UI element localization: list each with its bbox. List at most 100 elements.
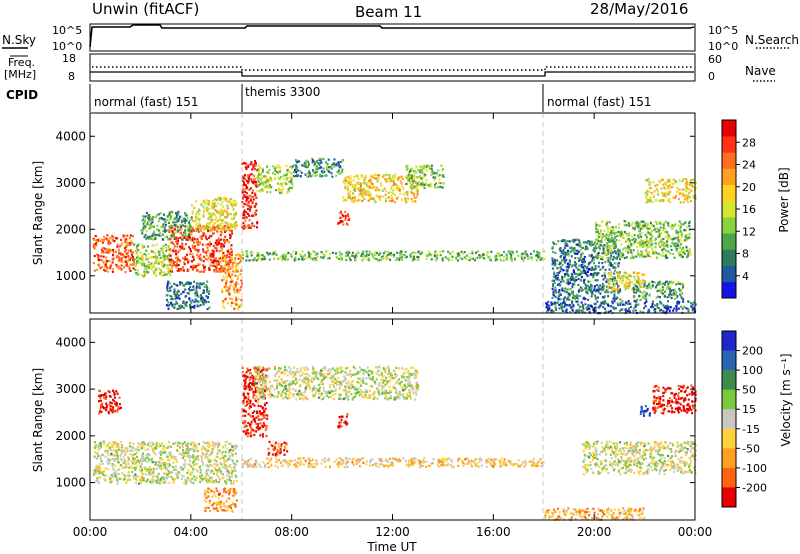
data-cell [613, 272, 616, 275]
data-cell [225, 261, 228, 265]
data-cell [202, 248, 205, 251]
data-cell [190, 233, 193, 236]
data-cell [360, 254, 363, 257]
data-cell [618, 288, 621, 291]
data-cell [320, 161, 323, 164]
data-cell [625, 276, 628, 279]
data-cell [633, 283, 636, 286]
data-cell [641, 231, 644, 235]
data-cell [116, 243, 119, 246]
data-cell [295, 171, 298, 174]
data-cell [559, 266, 562, 269]
data-cell [162, 256, 165, 259]
data-cell [204, 224, 207, 227]
data-cell [192, 220, 195, 223]
data-cell [385, 258, 388, 261]
data-cell [251, 214, 254, 217]
data-cell [675, 291, 678, 294]
data-cell [633, 275, 636, 278]
data-cell [579, 295, 582, 298]
data-cell [196, 242, 199, 245]
data-cell [164, 258, 166, 261]
data-cell [612, 251, 615, 254]
data-cell [471, 252, 474, 255]
data-cell [551, 247, 554, 250]
data-cell [570, 278, 573, 281]
data-cell [173, 288, 176, 291]
data-cell [451, 259, 454, 262]
data-cell [246, 180, 249, 183]
data-cell [677, 244, 680, 247]
data-cell [236, 288, 239, 291]
data-cell [371, 185, 374, 188]
data-cell [684, 234, 687, 237]
data-cell [218, 225, 220, 228]
data-cell [612, 229, 615, 232]
data-cell [222, 244, 225, 247]
data-cell [675, 180, 678, 183]
data-cell [577, 257, 580, 260]
data-cell [145, 270, 148, 273]
data-cell [671, 282, 674, 285]
data-cell [477, 250, 480, 253]
data-cell [138, 261, 141, 264]
data-cell [150, 250, 153, 253]
data-cell [590, 287, 593, 290]
data-cell [313, 257, 316, 260]
data-cell [242, 214, 244, 217]
data-cell [166, 264, 169, 267]
data-cell [282, 187, 285, 190]
data-cell [547, 300, 550, 303]
data-cell [183, 236, 186, 239]
data-cell [379, 198, 382, 201]
data-cell [607, 295, 610, 298]
data-cell [633, 300, 636, 303]
data-cell [245, 211, 248, 214]
data-cell [127, 265, 130, 268]
data-cell [163, 254, 166, 257]
data-cell [206, 280, 209, 283]
data-cell [571, 246, 573, 249]
data-cell [219, 218, 222, 221]
data-cell [235, 270, 238, 273]
data-cell [154, 266, 157, 269]
data-cell [605, 289, 608, 292]
data-cell [678, 287, 681, 290]
data-cell [614, 289, 617, 292]
data-cell [179, 223, 182, 227]
data-cell [315, 167, 318, 170]
data-cell [691, 309, 694, 312]
data-cell [177, 211, 180, 214]
data-cell [405, 255, 408, 258]
data-cell [218, 196, 221, 199]
data-cell [235, 281, 238, 284]
data-cell [187, 229, 190, 233]
data-cell [619, 290, 622, 293]
data-cell [599, 224, 602, 227]
data-cell [621, 252, 624, 255]
data-cell [629, 275, 632, 278]
data-cell [408, 175, 411, 178]
data-cell [637, 278, 640, 281]
data-cell [204, 268, 207, 271]
data-cell [668, 293, 670, 296]
data-cell [202, 303, 205, 306]
data-cell [552, 276, 555, 279]
data-cell [665, 244, 668, 247]
data-cell [132, 474, 135, 477]
data-cell [313, 251, 316, 254]
data-cell [223, 256, 226, 259]
data-cell [250, 178, 253, 181]
data-cell [413, 194, 415, 197]
data-cell [215, 244, 218, 247]
data-cell [144, 467, 147, 470]
data-cell [212, 199, 215, 202]
data-cell [234, 448, 237, 451]
data-cell [225, 289, 228, 292]
data-cell [222, 275, 225, 278]
data-cell [181, 245, 184, 248]
data-cell [294, 159, 297, 162]
data-cell [604, 235, 607, 238]
data-cell [631, 252, 634, 255]
data-cell [601, 256, 604, 259]
